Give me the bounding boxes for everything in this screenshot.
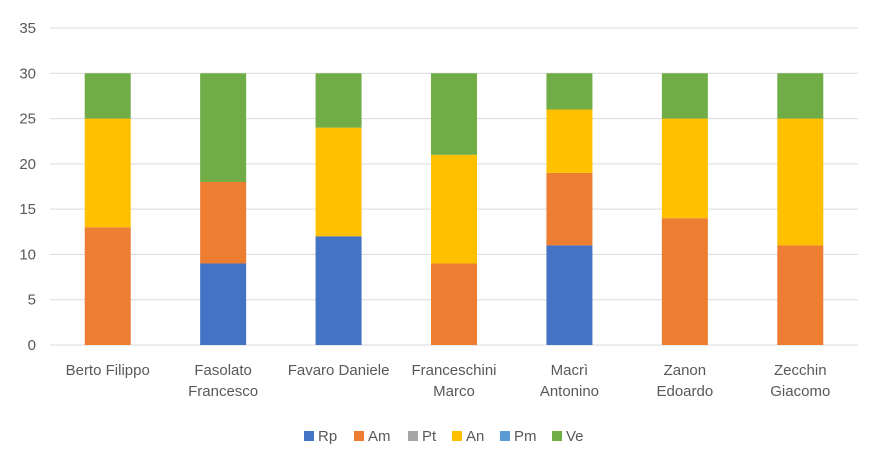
y-tick-label: 15 <box>19 201 36 218</box>
bars <box>84 73 824 345</box>
legend-swatch <box>354 431 364 441</box>
bar-segment-ve <box>431 73 477 155</box>
y-axis-tick-labels: 0 5 10 15 20 25 30 35 <box>19 20 36 354</box>
legend-item-am: Am <box>354 428 391 445</box>
y-tick-label: 30 <box>19 65 36 82</box>
bar-segment-ve <box>546 73 593 110</box>
y-tick-label: 5 <box>28 292 36 309</box>
legend-label: An <box>466 428 484 445</box>
legend-swatch <box>552 431 562 441</box>
legend-item-pm: Pm <box>500 428 537 445</box>
legend-swatch <box>500 431 510 441</box>
bar-segment-am <box>84 227 131 345</box>
y-tick-label: 25 <box>19 111 36 128</box>
bar-segment-rp <box>546 245 593 345</box>
x-tick-label: Berto Filippo <box>66 362 150 379</box>
bar-segment-am <box>546 172 593 246</box>
bar-segment-ve <box>200 73 247 182</box>
legend: Rp Am Pt An Pm Ve <box>304 428 584 445</box>
bar-segment-an <box>777 118 824 246</box>
x-tick-label: Fasolato Francesco <box>188 362 258 400</box>
legend-label: Pm <box>514 428 537 445</box>
y-tick-label: 20 <box>19 156 36 173</box>
legend-item-rp: Rp <box>304 428 337 445</box>
legend-item-an: An <box>452 428 484 445</box>
bar-segment-ve <box>661 73 708 119</box>
bar-segment-rp <box>315 236 362 345</box>
legend-label: Ve <box>566 428 584 445</box>
legend-swatch <box>452 431 462 441</box>
legend-label: Rp <box>318 428 337 445</box>
y-tick-label: 35 <box>19 20 36 37</box>
x-tick-label: Favaro Daniele <box>288 362 390 379</box>
legend-item-pt: Pt <box>408 428 437 445</box>
bar-segment-ve <box>84 73 131 119</box>
bar-segment-ve <box>777 73 824 119</box>
bar-segment-an <box>315 127 362 237</box>
legend-swatch <box>304 431 314 441</box>
legend-item-ve: Ve <box>552 428 584 445</box>
bar-segment-an <box>546 109 593 173</box>
x-tick-label: Franceschini Marco <box>411 362 496 400</box>
y-tick-label: 10 <box>19 246 36 263</box>
bar-segment-rp <box>200 263 247 345</box>
bar-segment-am <box>431 263 477 345</box>
bar-segment-ve <box>315 73 362 128</box>
bar-segment-an <box>84 118 131 228</box>
y-tick-label: 0 <box>28 337 36 354</box>
bar-segment-am <box>200 181 247 264</box>
x-tick-label: Zecchin Giacomo <box>770 362 830 400</box>
legend-label: Pt <box>422 428 437 445</box>
x-tick-label: Zanon Edoardo <box>656 362 713 400</box>
bar-segment-am <box>777 245 824 345</box>
legend-swatch <box>408 431 418 441</box>
bar-segment-an <box>431 154 477 264</box>
bar-segment-am <box>661 218 708 345</box>
x-tick-label: Macrì Antonino <box>540 362 599 400</box>
legend-label: Am <box>368 428 391 445</box>
x-axis-tick-labels: Berto Filippo Fasolato Francesco Favaro Dan… <box>66 362 831 400</box>
bar-segment-an <box>661 118 708 219</box>
